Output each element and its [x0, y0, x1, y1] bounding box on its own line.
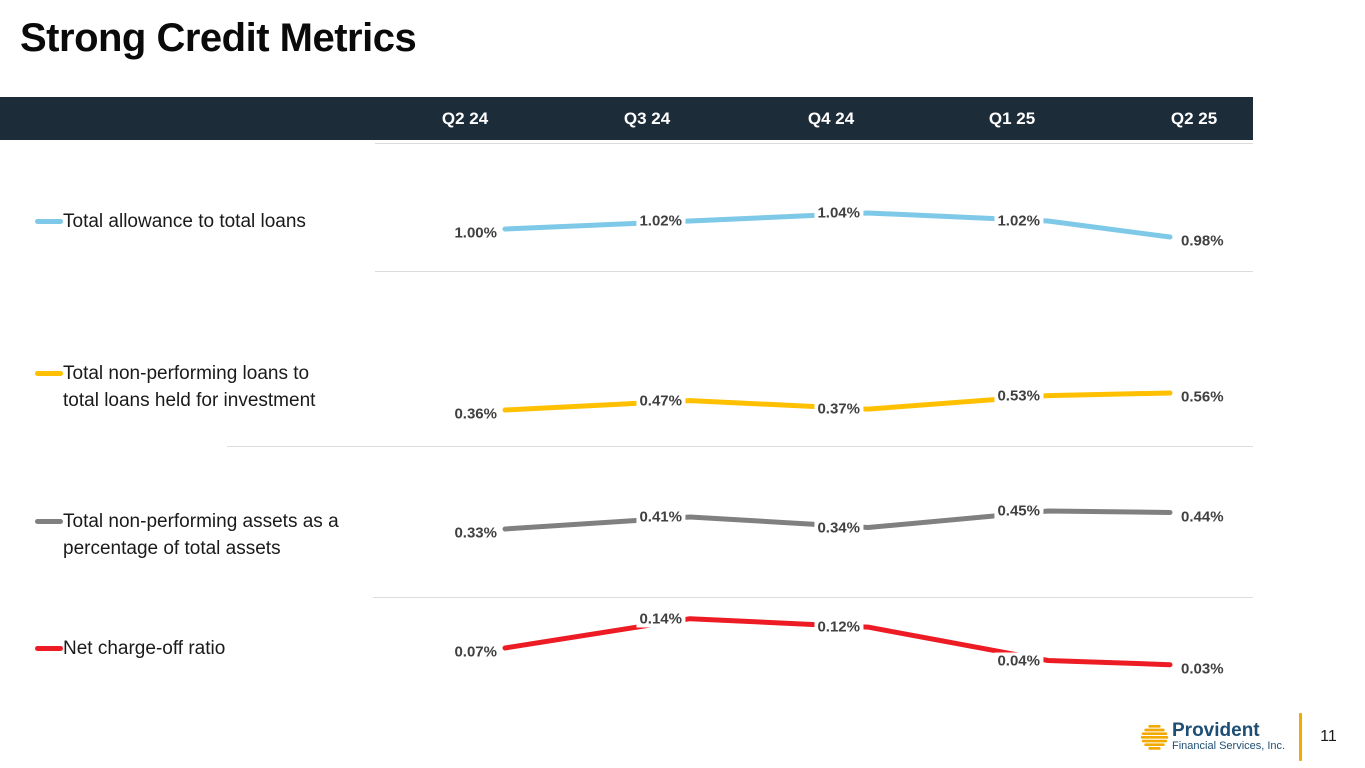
data-label: 0.03%	[1178, 660, 1227, 678]
data-label: 0.36%	[451, 405, 500, 423]
data-label: 0.98%	[1178, 232, 1227, 250]
column-header-q1-25: Q1 25	[988, 109, 1036, 128]
data-label: 0.14%	[636, 610, 685, 628]
row-separator	[373, 597, 1253, 598]
data-label: 0.12%	[814, 618, 863, 636]
legend-item-3: Net charge-off ratio	[35, 635, 405, 662]
data-label: 0.04%	[994, 652, 1043, 670]
legend-swatch	[35, 371, 63, 376]
row-separator	[227, 446, 1253, 447]
data-label: 1.00%	[451, 224, 500, 242]
data-label: 0.47%	[636, 392, 685, 410]
data-label: 0.07%	[451, 643, 500, 661]
logo-subtitle: Financial Services, Inc.	[1172, 740, 1286, 752]
data-label: 0.41%	[636, 508, 685, 526]
data-label: 1.02%	[636, 212, 685, 230]
data-label: 0.37%	[814, 400, 863, 418]
data-label: 0.53%	[994, 387, 1043, 405]
data-label: 0.34%	[814, 519, 863, 536]
legend-label: Total allowance to total loans	[63, 211, 306, 232]
provident-logo-icon	[1140, 724, 1169, 750]
legend-label: Net charge-off ratio	[63, 638, 226, 659]
data-label: 0.45%	[994, 502, 1043, 520]
quarter-header-bar: Q2 24 Q3 24 Q4 24 Q1 25 Q2 25	[0, 97, 1253, 140]
column-header-q3-24: Q3 24	[623, 109, 671, 128]
legend-item-1: Total non-performing loans to total loans…	[35, 360, 405, 414]
data-label: 0.33%	[451, 524, 500, 542]
column-header-q2-24: Q2 24	[441, 109, 489, 128]
footer: Provident Financial Services, Inc. 11	[1140, 712, 1337, 762]
legend-item-0: Total allowance to total loans	[35, 208, 405, 235]
data-label: 1.04%	[814, 204, 863, 222]
data-label: 1.02%	[994, 212, 1043, 230]
column-header-q2-25: Q2 25	[1170, 109, 1218, 128]
row-separator	[375, 271, 1253, 272]
legend-label: Total non-performing loans to total loans…	[63, 363, 316, 411]
data-label: 0.56%	[1178, 388, 1227, 406]
column-header-q4-24: Q4 24	[807, 109, 855, 128]
legend-swatch	[35, 219, 63, 224]
legend-swatch	[35, 646, 63, 651]
row-separator	[375, 143, 1253, 144]
slide-title: Strong Credit Metrics	[20, 16, 417, 60]
logo-name: Provident	[1172, 720, 1260, 741]
legend-swatch	[35, 519, 63, 524]
footer-divider	[1299, 713, 1303, 761]
page-number: 11	[1320, 728, 1337, 745]
legend-item-2: Total non-performing assets as a percenta…	[35, 508, 405, 562]
legend-label: Total non-performing assets as a percenta…	[63, 511, 339, 559]
provident-logo-text: Provident Financial Services, Inc.	[1172, 720, 1286, 752]
data-label: 0.44%	[1178, 508, 1227, 525]
